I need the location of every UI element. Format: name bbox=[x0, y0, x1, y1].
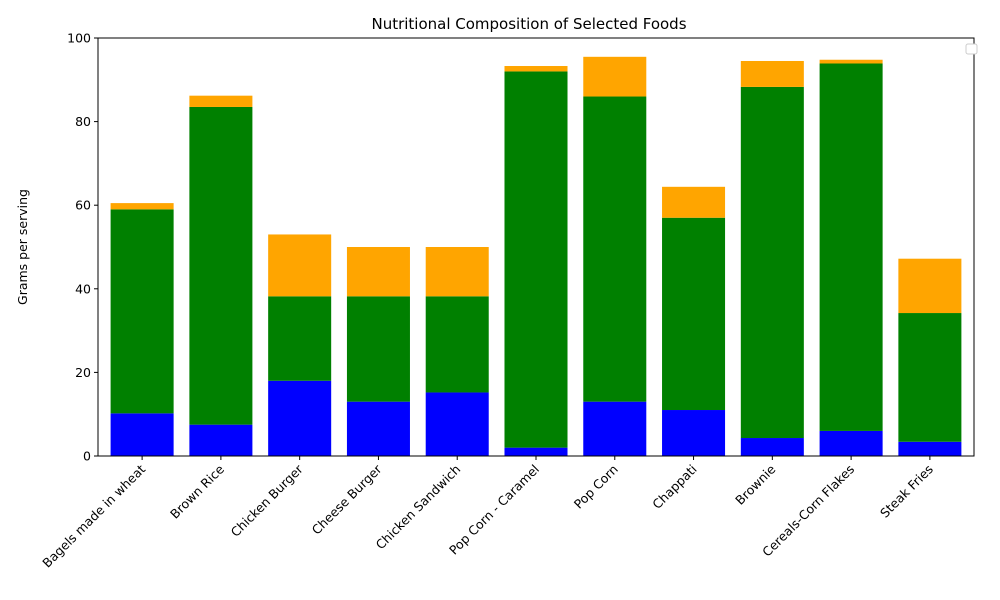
bar-segment-3 bbox=[346, 247, 410, 297]
bar-segment-3 bbox=[425, 247, 489, 297]
bar-segment-2 bbox=[583, 96, 647, 402]
bar-segment-2 bbox=[425, 296, 489, 393]
bar-segment-3 bbox=[583, 56, 647, 97]
bar-segment-2 bbox=[898, 313, 962, 442]
bar-segment-1 bbox=[740, 438, 804, 456]
bar-segment-1 bbox=[504, 447, 568, 456]
bar-segment-3 bbox=[898, 258, 962, 314]
bar-segment-1 bbox=[110, 413, 174, 456]
bar-segment-3 bbox=[819, 59, 883, 64]
bar-segment-1 bbox=[425, 392, 489, 456]
chart-title: Nutritional Composition of Selected Food… bbox=[371, 15, 686, 33]
bar-segment-2 bbox=[662, 217, 726, 411]
bar-segment-2 bbox=[189, 106, 253, 425]
bar-segment-1 bbox=[898, 441, 962, 456]
bar-segment-1 bbox=[346, 401, 410, 456]
y-tick-label: 0 bbox=[83, 449, 91, 464]
bar-segment-3 bbox=[268, 234, 332, 297]
bar-segment-2 bbox=[346, 296, 410, 402]
y-tick-label: 20 bbox=[75, 365, 91, 380]
bar-segment-3 bbox=[662, 186, 726, 218]
plot-frame bbox=[97, 37, 975, 457]
bar-segment-1 bbox=[268, 380, 332, 456]
y-tick-label: 80 bbox=[75, 114, 91, 129]
bars-layer bbox=[110, 56, 962, 456]
bar-segment-1 bbox=[662, 410, 726, 456]
legend-box bbox=[965, 43, 978, 55]
bar-segment-1 bbox=[189, 424, 253, 456]
y-axis: 0 20 40 60 80 100 bbox=[67, 31, 98, 464]
bar-segment-3 bbox=[740, 60, 804, 87]
bar-segment-3 bbox=[189, 95, 253, 107]
y-tick-label: 40 bbox=[75, 281, 91, 296]
y-axis-label: Grams per serving bbox=[15, 189, 30, 305]
bar-segment-1 bbox=[819, 430, 883, 456]
y-tick-label: 60 bbox=[75, 198, 91, 213]
bar-segment-2 bbox=[740, 86, 804, 439]
bar-segment-2 bbox=[819, 63, 883, 431]
bar-segment-1 bbox=[583, 401, 647, 456]
bar-segment-3 bbox=[504, 66, 568, 72]
bar-segment-2 bbox=[268, 296, 332, 381]
bar-segment-2 bbox=[504, 71, 568, 448]
y-tick-label: 100 bbox=[67, 31, 91, 46]
bar-segment-2 bbox=[110, 209, 174, 414]
bar-segment-3 bbox=[110, 203, 174, 210]
